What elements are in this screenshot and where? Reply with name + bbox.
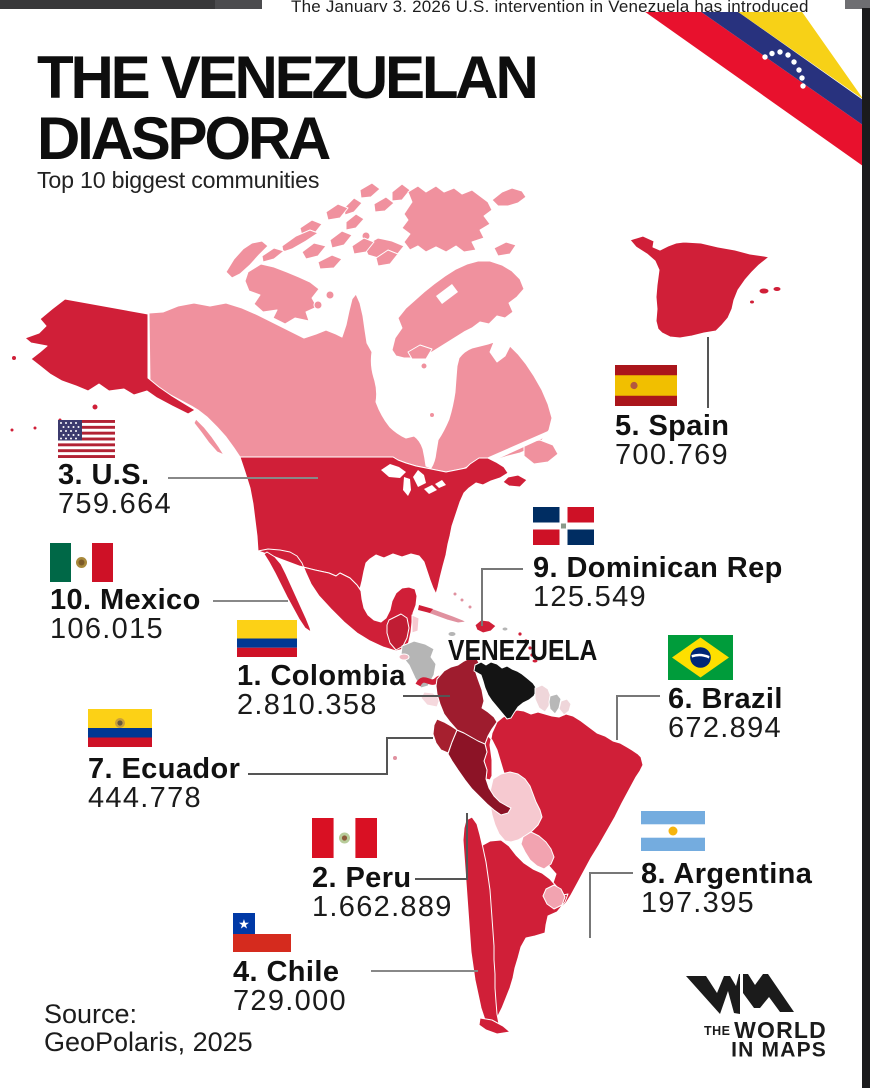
svg-text:★: ★	[238, 917, 250, 932]
svg-text:IN MAPS: IN MAPS	[731, 1039, 827, 1062]
svg-text:WORLD: WORLD	[734, 1017, 827, 1043]
svg-text:THE: THE	[704, 1024, 731, 1038]
